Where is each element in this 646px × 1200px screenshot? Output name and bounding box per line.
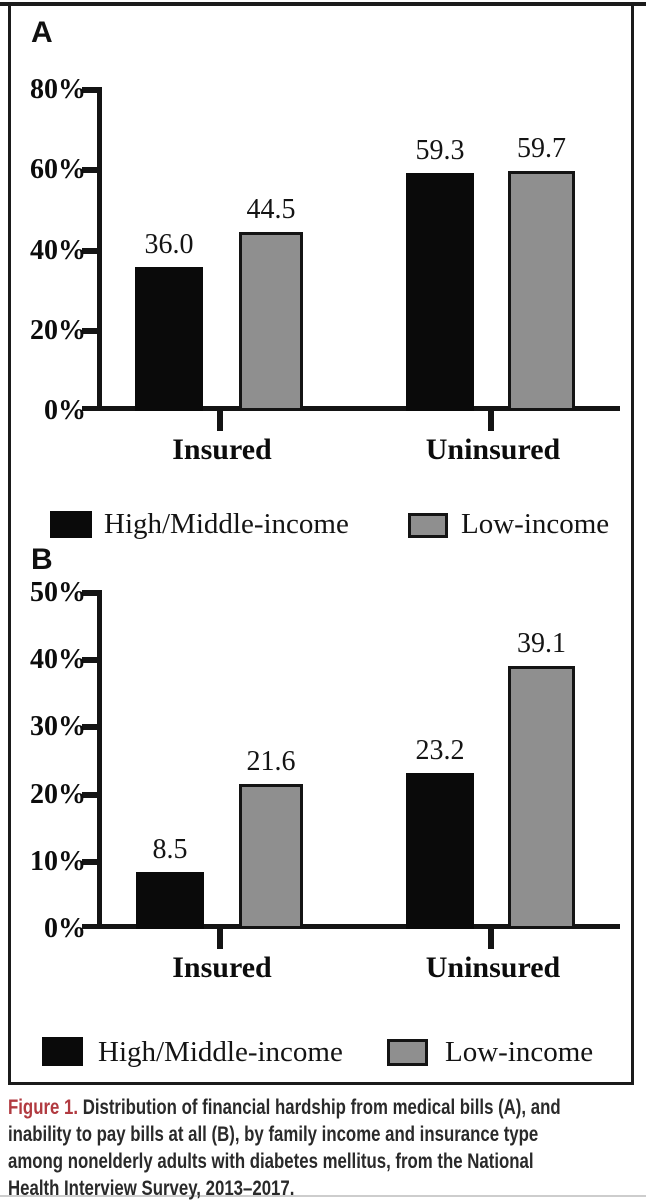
caption-line-2: inability to pay bills at all (B), by fa… bbox=[8, 1123, 539, 1146]
caption-line-1: Figure 1. Distribution of financial hard… bbox=[8, 1094, 561, 1121]
legend-swatch-high-middle-income bbox=[42, 1037, 83, 1066]
legend-label-low-income: Low-income bbox=[445, 1036, 594, 1068]
caption-figure-label: Figure 1. bbox=[8, 1096, 79, 1119]
legend-panel-b: High/Middle-income Low-income bbox=[0, 1032, 646, 1076]
legend-label-high-middle-income: High/Middle-income bbox=[98, 1036, 343, 1068]
bottom-rule bbox=[0, 1195, 646, 1197]
caption-line-3: among nonelderly adults with diabetes me… bbox=[8, 1150, 534, 1173]
legend-label-low-income: Low-income bbox=[461, 508, 610, 540]
legend-swatch-low-income bbox=[408, 513, 448, 538]
legend-label-high-middle-income: High/Middle-income bbox=[104, 508, 349, 540]
legend-panel-a: High/Middle-income Low-income bbox=[0, 505, 646, 549]
caption-line-1-text: Distribution of financial hardship from … bbox=[78, 1096, 561, 1119]
panel-b-label: B bbox=[31, 543, 53, 576]
caption-line-4: Health Interview Survey, 2013–2017. bbox=[8, 1177, 295, 1200]
legend-swatch-low-income bbox=[387, 1039, 428, 1066]
panel-a-label: A bbox=[31, 16, 53, 49]
figure-caption: Figure 1. Distribution of financial hard… bbox=[8, 1094, 644, 1200]
legend-swatch-high-middle-income bbox=[50, 511, 92, 538]
